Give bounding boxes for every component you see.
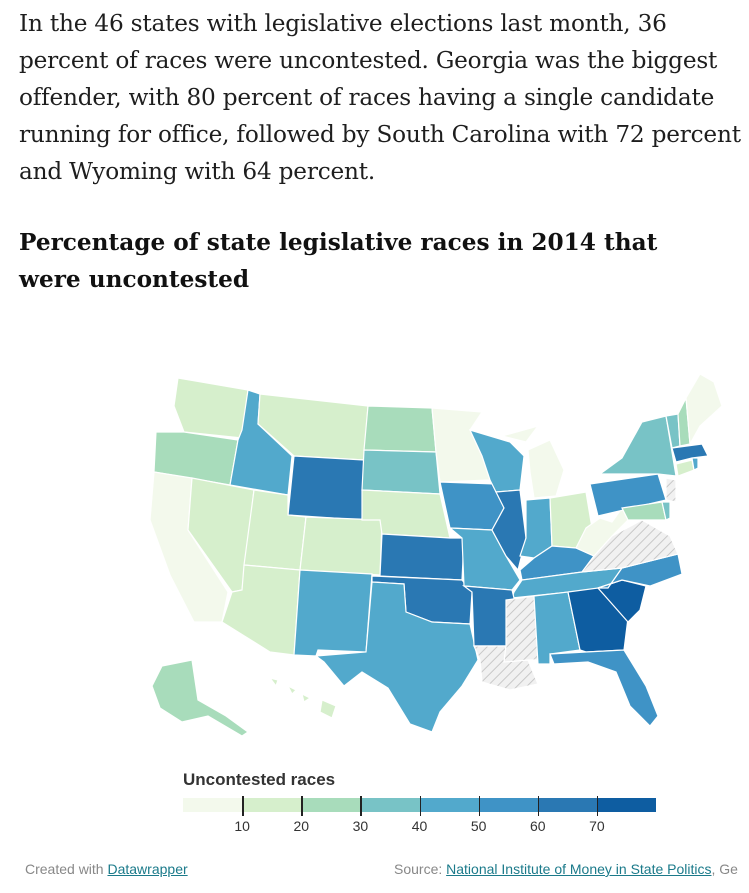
state-maryland[interactable]	[621, 501, 667, 521]
map-svg	[149, 373, 723, 737]
source-label: Source:	[394, 861, 443, 877]
legend-swatch	[183, 798, 243, 812]
legend-tick-label: 10	[234, 818, 250, 834]
legend-tick-label: 30	[352, 818, 369, 834]
legend-color-bar	[183, 798, 656, 812]
legend-tick-label: 60	[529, 818, 546, 834]
state-kansas[interactable]	[379, 533, 465, 581]
state-hawaii[interactable]	[268, 677, 337, 719]
state-washington[interactable]	[173, 377, 249, 439]
intro-paragraph: In the 46 states with legislative electi…	[19, 10, 741, 185]
legend-swatch	[478, 798, 538, 812]
legend-swatch	[596, 798, 656, 812]
state-colorado[interactable]	[299, 516, 383, 576]
state-alaska[interactable]	[151, 659, 250, 737]
state-wyoming[interactable]	[287, 455, 365, 521]
legend-swatch	[242, 798, 302, 812]
legend-tick-mark	[301, 796, 303, 816]
legend-tick-label: 70	[589, 818, 605, 834]
state-texas[interactable]	[314, 581, 479, 733]
state-michigan[interactable]	[499, 424, 565, 499]
state-delaware[interactable]	[661, 501, 671, 521]
legend-tick-mark	[360, 796, 362, 816]
state-florida[interactable]	[549, 649, 659, 727]
state-mississippi[interactable]	[503, 595, 539, 663]
state-virginia[interactable]	[580, 519, 679, 573]
state-new-jersey[interactable]	[665, 477, 677, 503]
legend-tick-label: 50	[470, 818, 487, 834]
legend-tick-label: 20	[293, 818, 310, 834]
state-massachusetts[interactable]	[671, 443, 709, 463]
state-north-dakota[interactable]	[363, 405, 437, 453]
legend-tick-mark	[419, 796, 421, 816]
legend-title: Uncontested races	[183, 770, 336, 789]
state-connecticut[interactable]	[675, 459, 695, 477]
created-with-label: Created with	[25, 861, 104, 877]
legend-swatch	[537, 798, 597, 812]
legend-tick-mark	[537, 796, 540, 816]
state-new-mexico[interactable]	[293, 569, 373, 657]
source-suffix: , Ge	[711, 861, 738, 877]
datawrapper-link[interactable]: Datawrapper	[107, 861, 188, 877]
source-link[interactable]: National Institute of Money in State Pol…	[446, 861, 712, 877]
chart-title: Percentage of state legislative races in…	[19, 229, 658, 293]
legend-ticks: 10 20 30 40 50 60 70	[183, 796, 656, 838]
state-new-york[interactable]	[598, 415, 677, 477]
color-legend: Uncontested races 10 20 30 40 50 60 70	[183, 770, 663, 838]
legend-swatch	[301, 798, 361, 812]
legend-tick-mark	[596, 796, 599, 816]
state-illinois[interactable]	[491, 489, 527, 572]
state-south-dakota[interactable]	[361, 449, 441, 495]
state-maine[interactable]	[685, 373, 723, 447]
legend-swatch	[360, 798, 420, 812]
legend-tick-mark	[478, 796, 481, 816]
source-credit: Source: National Institute of Money in S…	[394, 861, 738, 877]
legend-tick-label: 40	[411, 818, 428, 834]
legend-swatch	[419, 798, 479, 812]
legend-tick-mark	[242, 796, 244, 816]
us-choropleth-map	[110, 360, 730, 750]
credit-created-with: Created with Datawrapper	[25, 861, 188, 877]
